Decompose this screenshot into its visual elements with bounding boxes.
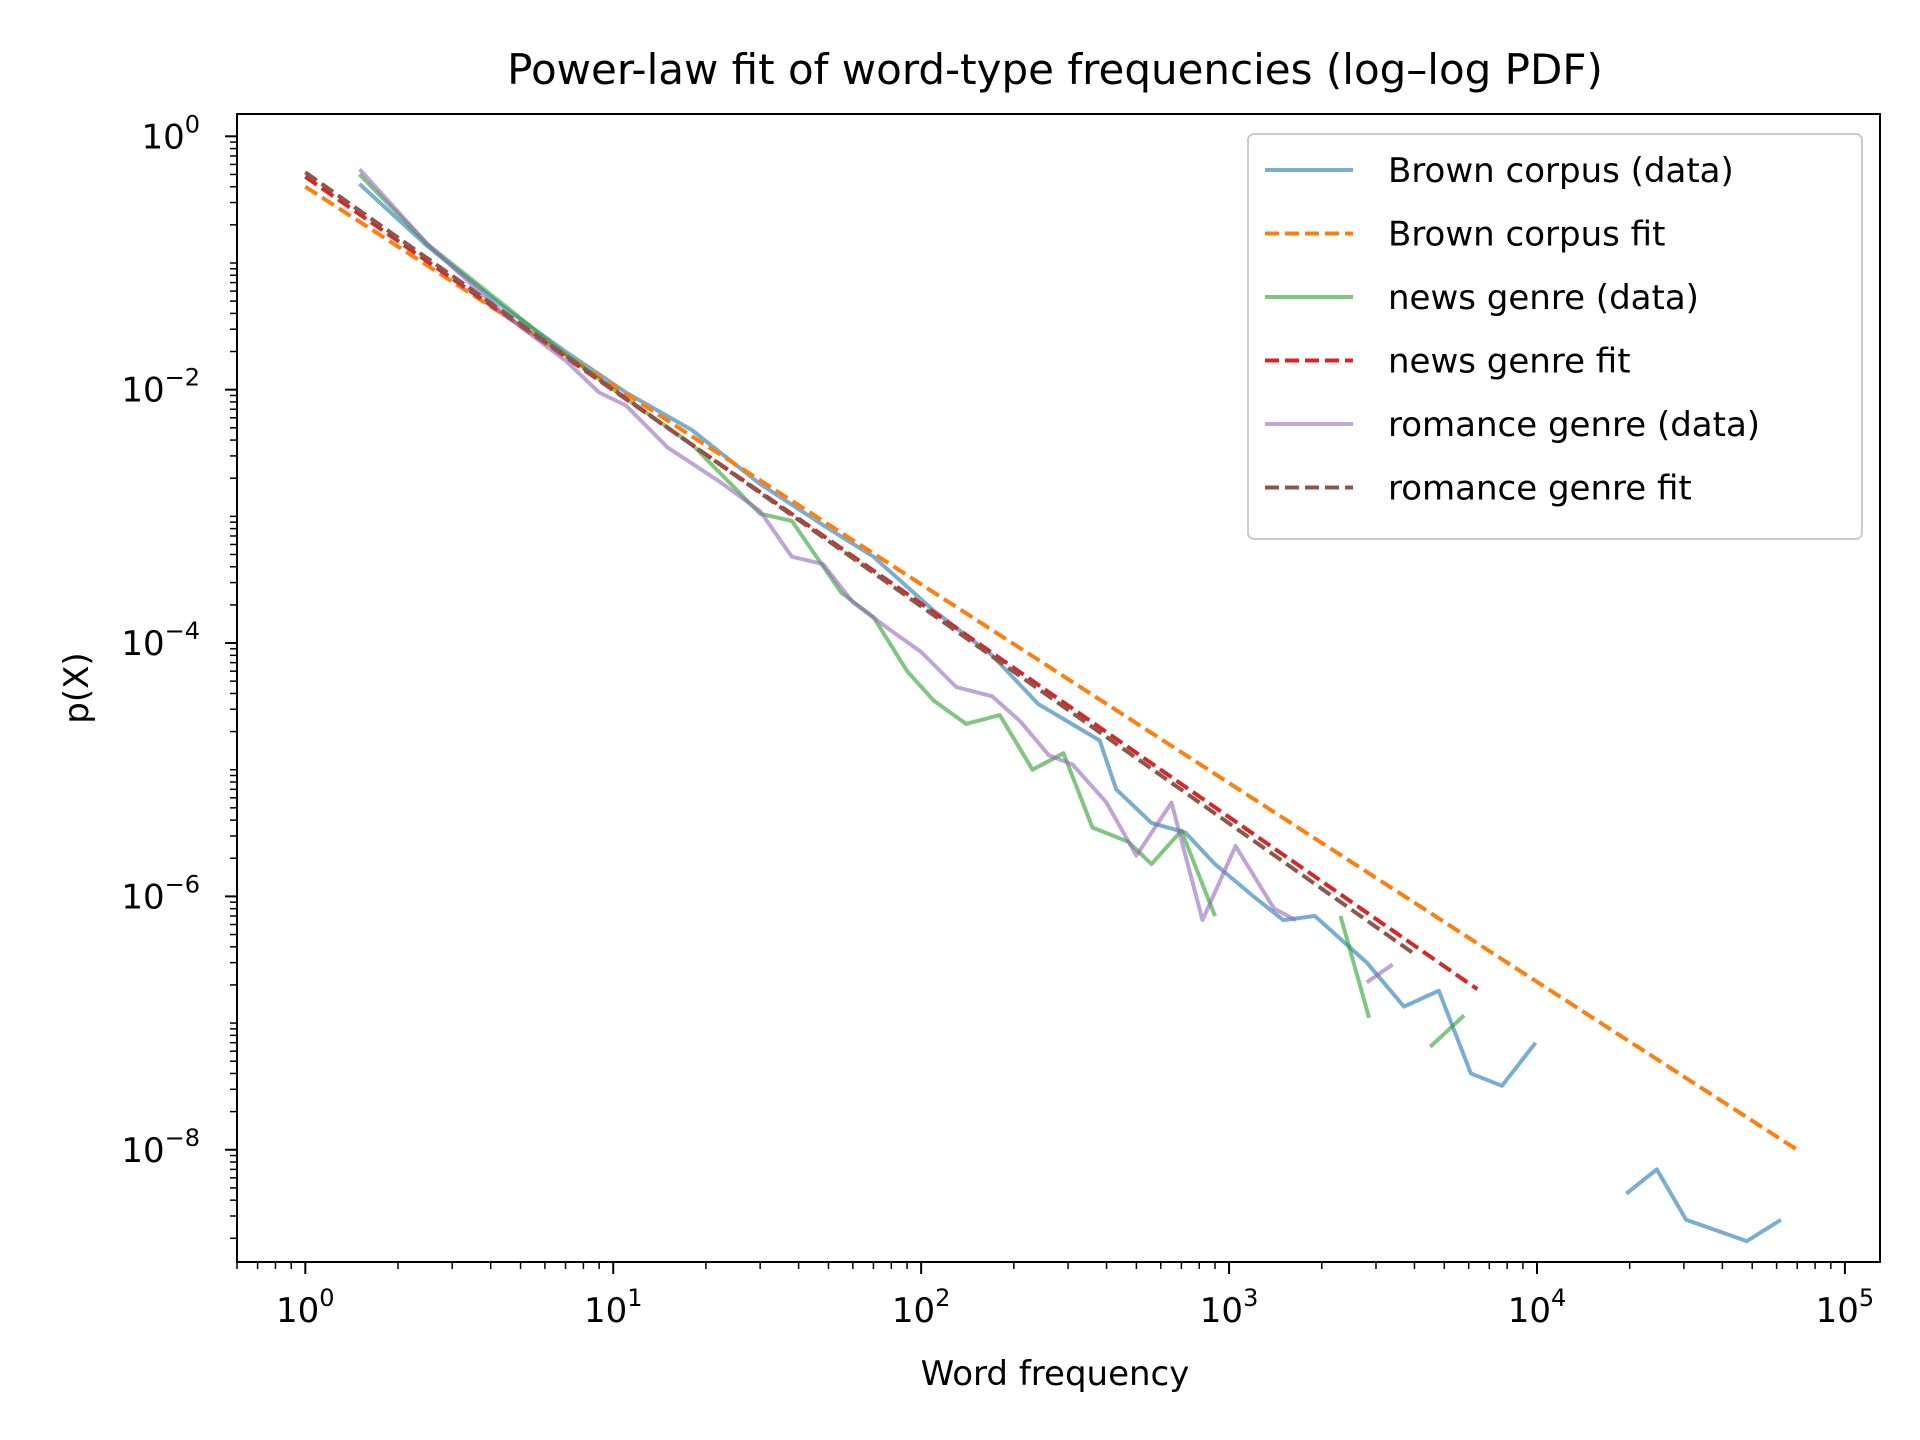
series-line-romance-genre-data-2 [1365,962,1394,984]
legend-box [1247,133,1863,540]
legend-item-news-genre-data: news genre (data) [1265,278,1699,318]
x-tick-label: 103 [1200,1284,1259,1331]
x-axis-label: Word frequency [921,1354,1190,1394]
legend-item-brown-corpus-data: Brown corpus (data) [1265,151,1734,191]
x-tick-label: 104 [1508,1284,1567,1331]
y-tick-label: 10−8 [121,1124,200,1171]
y-tick-label: 100 [141,110,200,157]
axes-frame [236,113,1881,1263]
legend-label: romance genre fit [1388,469,1692,509]
legend-item-brown-corpus-fit: Brown corpus fit [1265,215,1665,255]
y-axis-ticks: 100 10−2 10−4 10−6 10−8 [121,110,237,1240]
series-romance-genre-data [358,167,1394,984]
series-line-news-genre-data-2 [1338,915,1372,1019]
legend-label: Brown corpus (data) [1388,151,1734,191]
y-tick-label: 10−6 [121,870,200,917]
series-line-news-genre-fit-1 [304,175,1479,991]
series-line-brown-corpus-fit-1 [304,185,1799,1152]
x-axis-ticks: 100 101 102 103 104 105 [236,1262,1875,1331]
x-tick-label: 101 [584,1284,643,1331]
series-brown-corpus-fit [304,185,1799,1152]
y-tick-label: 10−4 [121,617,200,664]
y-axis-label: p(X) [57,652,97,723]
legend-item-news-genre-fit: news genre fit [1265,342,1631,382]
legend-item-romance-genre-data: romance genre (data) [1265,405,1760,445]
plot-area [304,167,1799,1244]
legend-label: romance genre (data) [1388,405,1760,445]
legend-label: Brown corpus fit [1388,215,1665,255]
series-line-news-genre-data-3 [1428,1013,1466,1049]
series-romance-genre-fit [304,170,1416,956]
series-line-romance-genre-fit-1 [304,170,1416,956]
chart-title: Power-law fit of word-type frequencies (… [507,45,1603,94]
x-tick-label: 102 [892,1284,951,1331]
x-tick-label: 100 [276,1284,335,1331]
legend: Brown corpus (data) Brown corpus fit news … [1247,133,1863,540]
series-line-romance-genre-data-1 [358,167,1297,923]
y-tick-label: 10−2 [121,364,200,411]
legend-label: news genre fit [1388,342,1631,382]
legend-item-romance-genre-fit: romance genre fit [1265,469,1692,509]
series-news-genre-fit [304,175,1479,991]
x-tick-label: 105 [1816,1284,1875,1331]
legend-label: news genre (data) [1388,278,1699,318]
series-line-brown-corpus-data-2 [1625,1167,1783,1244]
